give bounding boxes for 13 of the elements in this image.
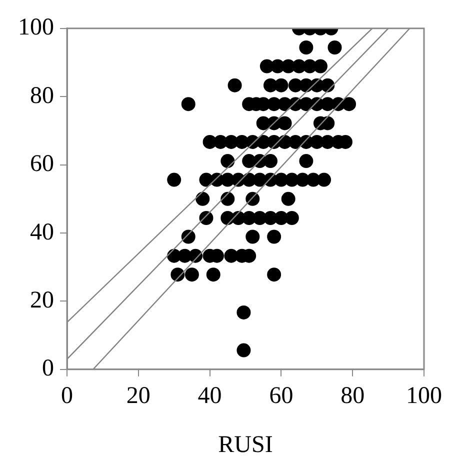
x-tick-label: 20 xyxy=(126,383,150,410)
x-tick-label: 60 xyxy=(269,383,294,410)
y-tick-label: 100 xyxy=(18,14,54,41)
x-tick-label: 0 xyxy=(61,383,73,410)
y-tick-label: 20 xyxy=(30,287,54,314)
x-tick-label: 80 xyxy=(340,383,365,410)
y-tick-label: 0 xyxy=(42,356,54,382)
y-tick-label: 40 xyxy=(30,219,54,246)
y-tick-label: 80 xyxy=(30,82,54,109)
y-tick-label: 60 xyxy=(30,151,54,178)
x-axis-title: RUSI xyxy=(218,432,273,458)
x-tick-label: 100 xyxy=(406,383,442,410)
x-tick-label: 40 xyxy=(198,383,222,410)
